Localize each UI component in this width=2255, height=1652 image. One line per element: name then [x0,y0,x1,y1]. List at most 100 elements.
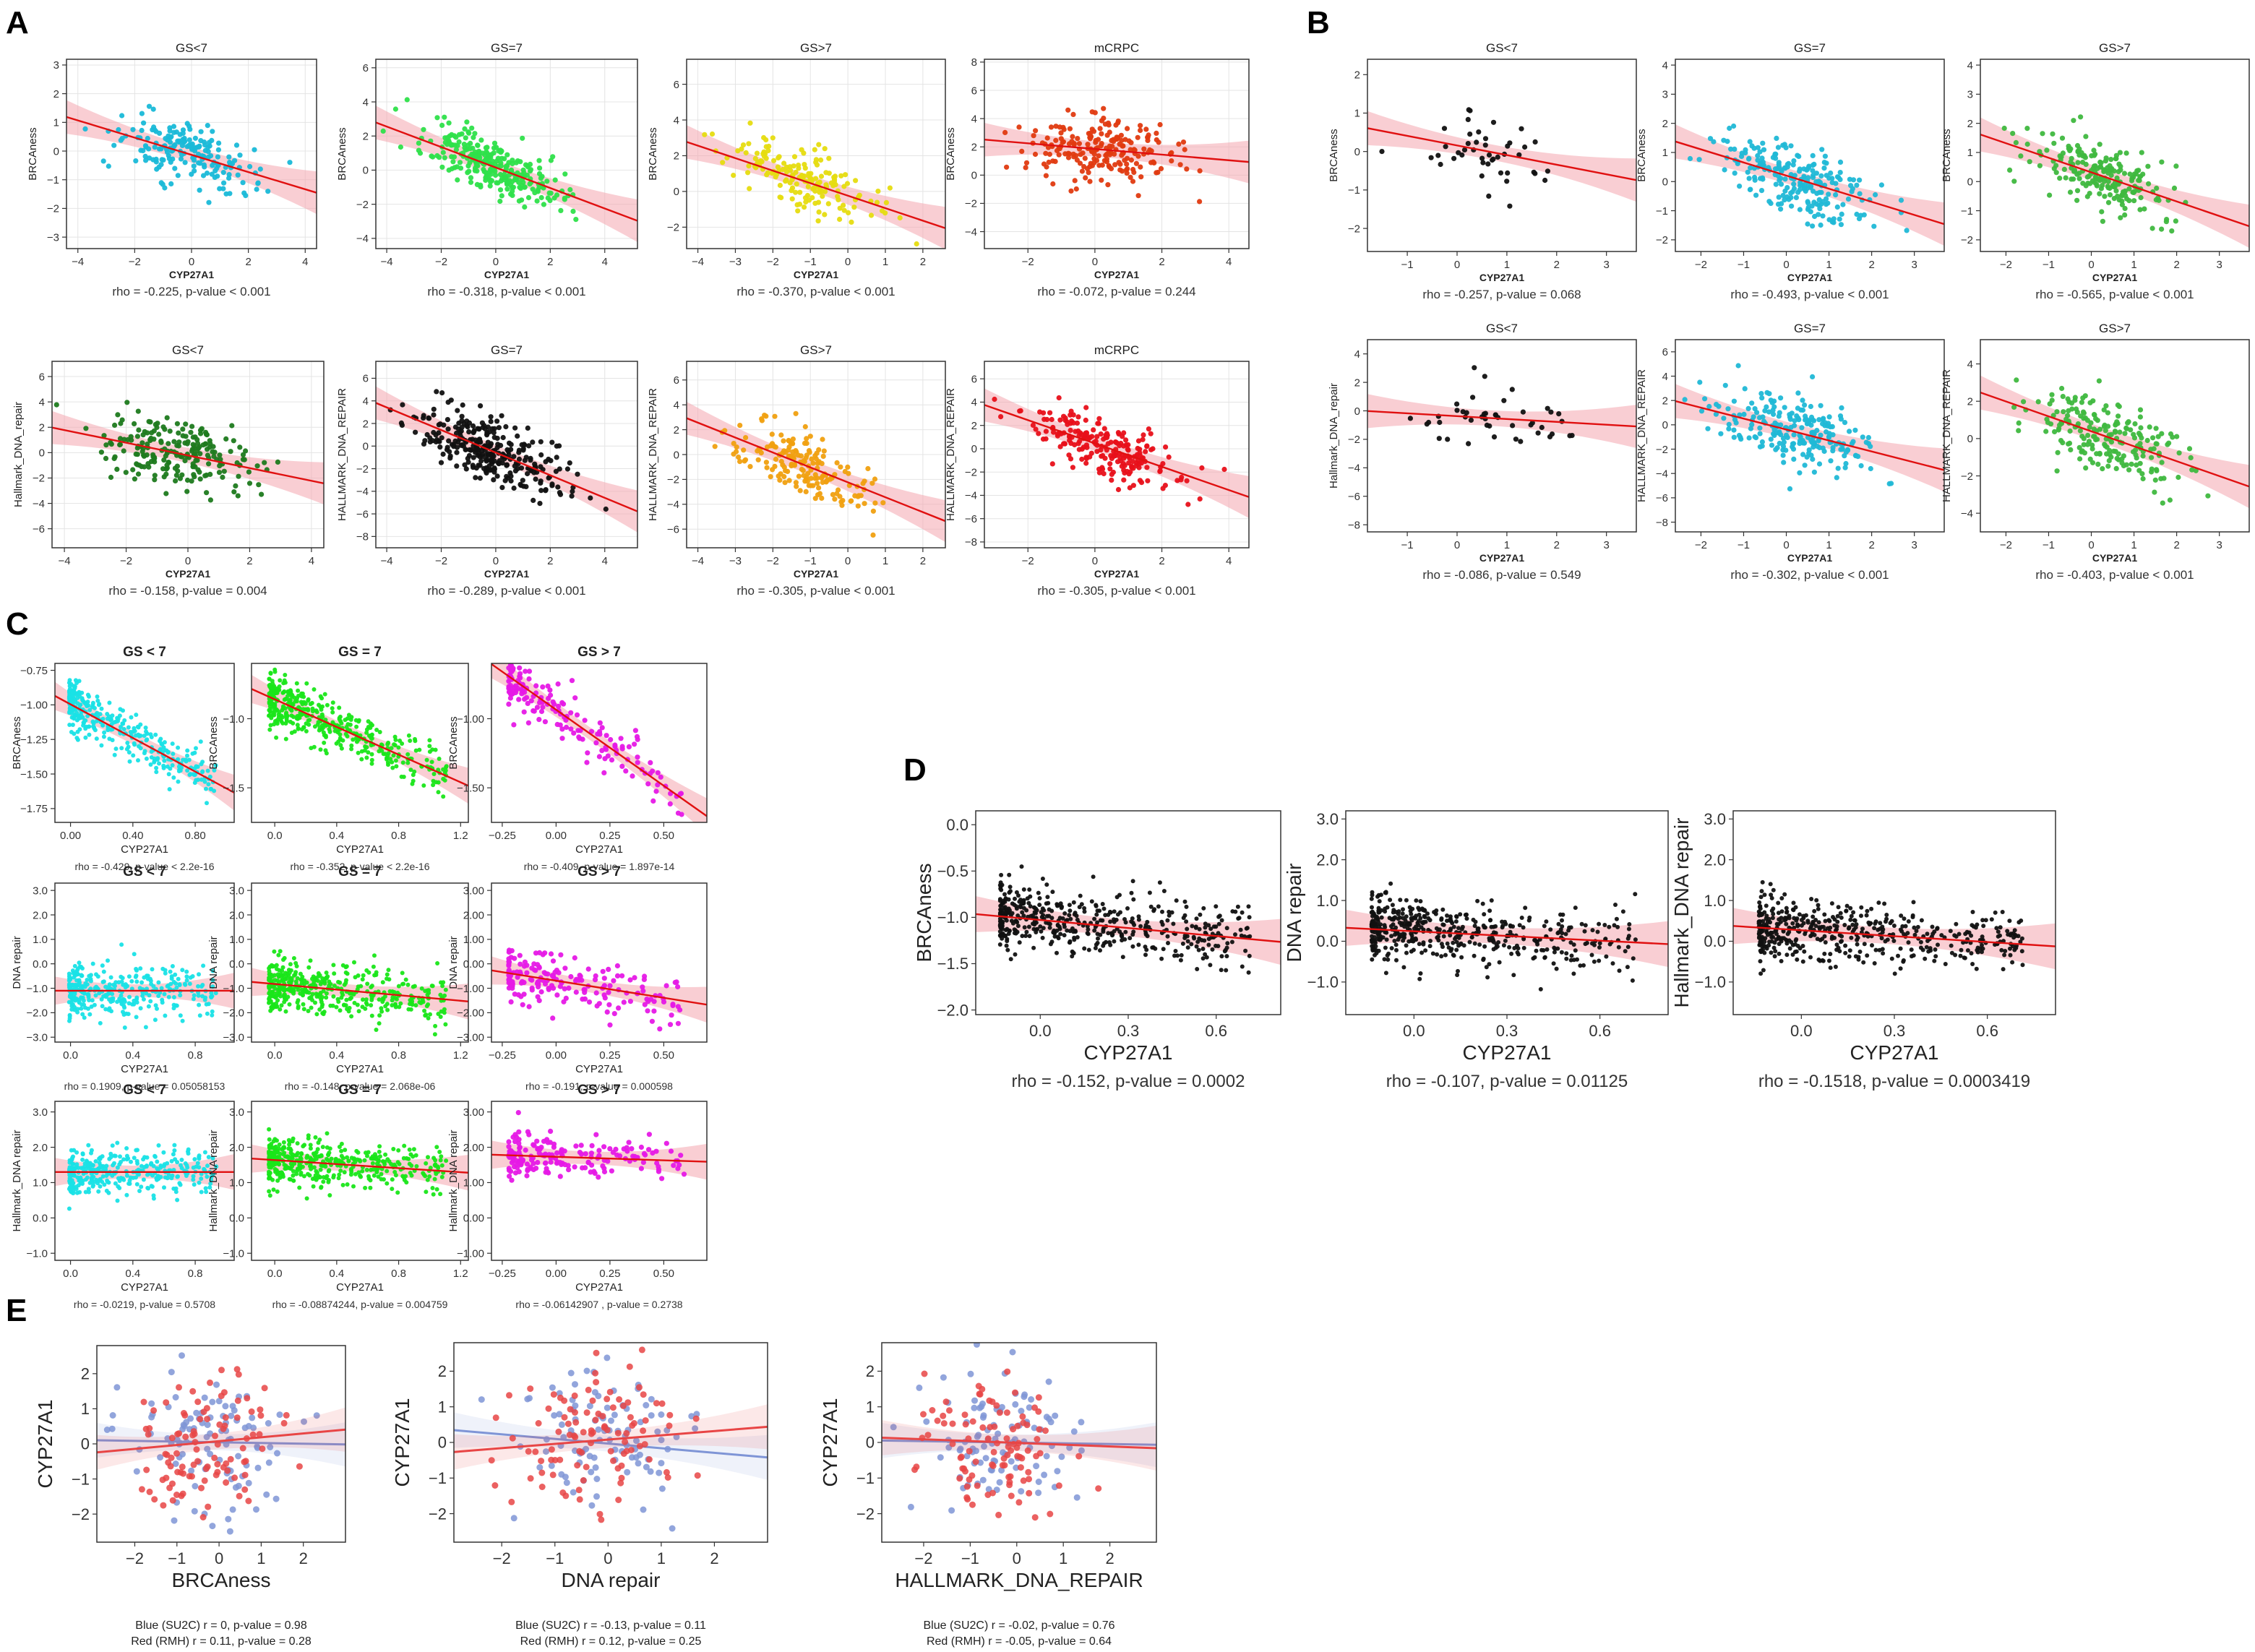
data-point [137,463,142,468]
data-point [390,760,395,765]
data-point [247,163,253,170]
data-point [1141,432,1146,438]
data-point [2091,412,2097,418]
data-point [1810,152,1816,158]
data-point [1748,165,1753,171]
y-tick-label: 2 [363,418,369,430]
stats-annotation: rho = -0.429, p-value < 2.2e-16 [74,861,214,872]
data-point [818,157,824,163]
data-point [2113,449,2118,455]
data-point [601,770,607,775]
data-point [883,199,889,205]
x-tick-label: −3 [729,555,742,567]
data-point [499,460,505,466]
data-point [170,156,176,162]
data-point [434,115,440,121]
data-point [155,421,160,426]
data-point [413,736,417,741]
data-point [246,481,253,486]
data-point [817,179,822,185]
data-point [1775,202,1782,207]
data-point [453,430,460,436]
data-point [138,1006,143,1011]
data-point [429,153,434,159]
data-point [173,473,179,478]
data-point [466,168,472,174]
data-point [202,164,207,170]
data-point [454,444,460,450]
y-tick-label: 6 [674,374,679,387]
data-point [1498,170,1504,176]
data-point [522,204,528,210]
data-point [2107,452,2113,457]
data-point [2105,463,2111,469]
confidence-band [1367,394,1636,449]
data-point [1808,184,1814,189]
data-point [188,429,194,435]
data-point [508,167,515,173]
data-point [2131,449,2136,455]
data-point [394,764,399,769]
data-point [554,443,559,449]
data-point [1753,192,1759,198]
data-point [791,154,798,160]
data-point [103,984,108,989]
data-point [816,142,822,147]
x-tick-label: 2 [547,555,553,567]
data-point [538,464,544,470]
data-point [134,713,139,718]
data-point [324,971,329,975]
data-point [267,713,271,718]
x-tick-label: 0 [493,256,499,268]
data-point [543,487,549,493]
data-point [1091,156,1097,162]
data-point [1486,193,1492,199]
data-point [2095,418,2100,423]
data-point [736,455,742,460]
data-point [2193,468,2199,473]
data-point [387,989,392,994]
data-point [107,700,112,705]
data-point [174,985,179,990]
data-point [747,186,752,192]
data-point [360,977,365,982]
data-point [132,421,137,427]
data-point [388,757,393,762]
data-point [650,798,656,804]
series-layer [376,386,637,533]
data-point [220,170,226,176]
data-point [1838,222,1844,228]
data-point [443,987,448,992]
data-point [469,125,475,131]
data-point [2051,165,2057,171]
data-point [584,760,590,765]
y-axis-label: BRCAness [447,716,460,769]
data-point [473,475,478,481]
data-point [1732,171,1738,176]
plot-frame [984,59,1250,249]
data-point [2074,406,2079,412]
data-point [1811,469,1817,475]
x-tick-label: 2 [1868,259,1874,271]
data-point [1789,410,1795,416]
data-point [180,1018,185,1023]
data-point [507,470,513,476]
data-point [94,736,99,741]
data-point [186,757,192,762]
chart-a3: −4 −3 −2 −1 0 1 2−20246GS>7CYP27A1BRCAnessrho … [647,41,946,298]
data-point [168,981,173,986]
data-point [2117,150,2123,155]
data-point [138,966,143,971]
data-point [108,718,113,723]
data-point [1556,411,1562,417]
data-point [483,457,489,463]
data-point [1742,386,1748,392]
data-point [355,1002,360,1007]
data-point [1860,434,1865,440]
data-point [116,980,121,985]
data-point [235,172,241,178]
data-point [240,180,246,186]
data-point [1169,158,1174,164]
data-point [138,733,143,738]
data-point [171,439,177,444]
